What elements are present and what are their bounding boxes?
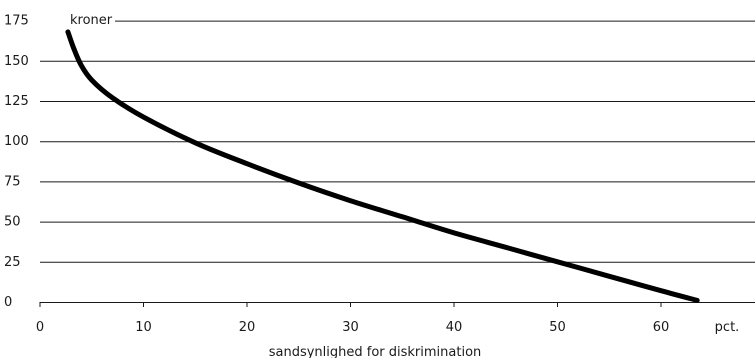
y-tick-label: 75: [4, 174, 21, 189]
y-axis-unit-label: kroner: [70, 13, 113, 28]
y-tick-label: 0: [4, 295, 12, 310]
x-tick-label: 60: [653, 320, 670, 335]
x-tick-label: 40: [446, 320, 463, 335]
y-tick-label: 50: [4, 215, 21, 230]
x-axis-title: sandsynlighed for diskrimination: [269, 345, 482, 358]
y-tick-label: 25: [4, 255, 21, 270]
y-tick-label: 100: [4, 134, 29, 149]
x-tick-label: 30: [342, 320, 359, 335]
series-line: [65, 29, 700, 303]
y-tick-label: 125: [4, 94, 29, 109]
x-tick-labels: 0 10 20 30 40 50 60: [36, 320, 669, 335]
gridlines: [39, 20, 755, 307]
x-tick-label: 0: [36, 320, 44, 335]
x-axis-unit-label: pct.: [715, 320, 740, 335]
x-tick-label: 20: [239, 320, 256, 335]
y-tick-labels: 0 25 50 75 100 125 150 175: [4, 14, 29, 310]
x-tick-label: 10: [135, 320, 152, 335]
y-tick-label: 175: [4, 14, 29, 29]
x-tick-label: 50: [549, 320, 566, 335]
y-tick-label: 150: [4, 54, 29, 69]
